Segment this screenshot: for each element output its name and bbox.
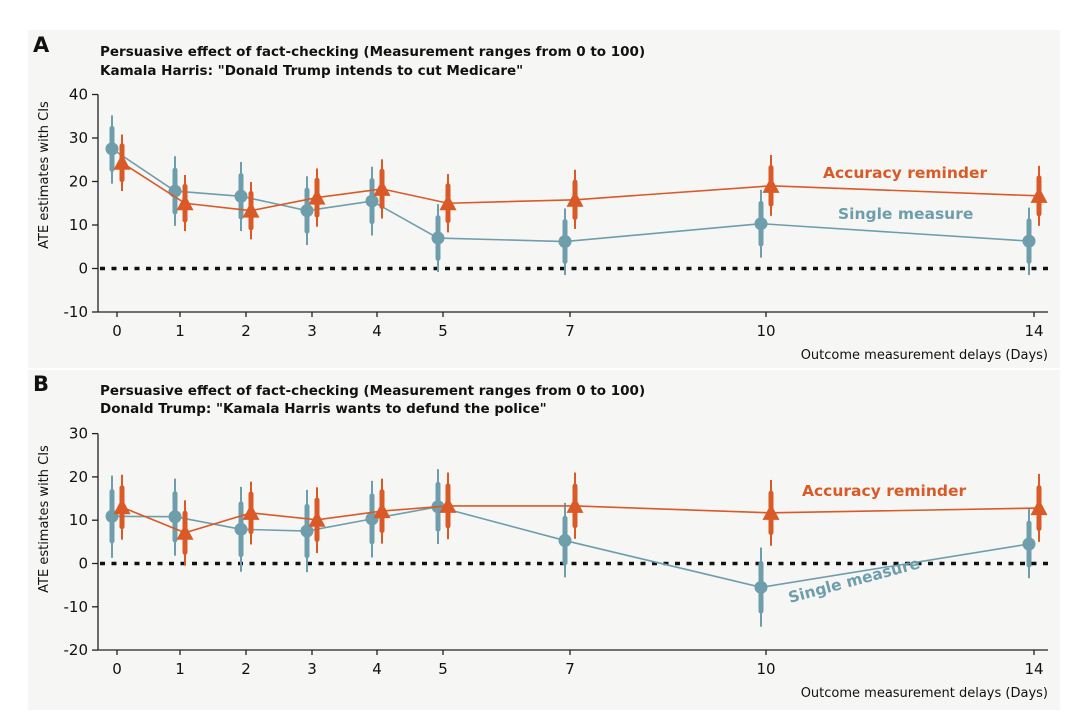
panel-a-accuracy-reminder-point <box>373 179 391 196</box>
panel-a-x-tick-label: 1 <box>175 322 185 340</box>
panel-a-single-measure-point <box>365 194 379 208</box>
panel-a-y-tick-label: -10 <box>64 303 89 321</box>
panel-b-accuracy-reminder-label: Accuracy reminder <box>802 482 966 500</box>
panel-a-accuracy-reminder-point <box>1030 186 1048 203</box>
panel-a-plot: -10 0 10 20 30 40 0 1 2 3 4 5 7 10 14 <box>64 86 1048 340</box>
panel-b-y-tick-label: 30 <box>69 425 88 443</box>
panel-a-accuracy-reminder-point <box>762 176 780 193</box>
panel-b-accuracy-reminder-point <box>308 510 326 527</box>
panel-b-accuracy-reminder-point <box>566 496 584 513</box>
panel-b-accuracy-reminder-point <box>762 503 780 520</box>
panel-a-y-tick-label: 30 <box>69 129 88 147</box>
panel-b-x-tick-label: 14 <box>1024 660 1043 678</box>
panel-b-subtitle: Donald Trump: "Kamala Harris wants to de… <box>100 401 547 417</box>
panel-b-y-axis-title: ATE estimates with CIs <box>37 445 52 593</box>
panel-b-accuracy-reminder-point <box>373 502 391 519</box>
panel-a-x-tick-label: 4 <box>372 322 382 340</box>
panel-b-accuracy-reminder-point <box>1030 499 1048 516</box>
panel-a-title: Persuasive effect of fact-checking (Meas… <box>100 44 645 60</box>
panel-b-y-tick-label: -10 <box>64 598 89 616</box>
panel-b-single-measure-point <box>300 524 314 538</box>
panel-b-x-tick-label: 5 <box>438 660 448 678</box>
panel-a-x-axis-title: Outcome measurement delays (Days) <box>801 348 1048 363</box>
panel-b-background <box>28 370 1060 710</box>
panel-b: B Persuasive effect of fact-checking (Me… <box>28 370 1060 710</box>
panel-a-x-tick-label: 10 <box>756 322 775 340</box>
panel-a-y-axis-title: ATE estimates with CIs <box>37 101 52 249</box>
panel-a-accuracy-reminder-point <box>439 194 457 211</box>
panel-a-x-tick-label: 5 <box>438 322 448 340</box>
panel-a: A Persuasive effect of fact-checking (Me… <box>28 30 1060 368</box>
panel-a-y-tick-label: 40 <box>69 86 88 104</box>
panel-a-single-measure-point <box>1022 234 1036 248</box>
panel-b-single-measure-point <box>558 534 572 548</box>
panel-b-plot: -20 -10 0 10 20 30 0 1 2 3 4 5 7 10 14 <box>64 425 1048 678</box>
panel-b-single-measure-point <box>168 510 182 524</box>
panel-a-single-measure-label: Single measure <box>838 205 973 223</box>
panel-b-letter: B <box>33 372 49 396</box>
panel-b-x-tick-label: 2 <box>241 660 251 678</box>
panel-a-single-measure-point <box>558 235 572 249</box>
panel-a-letter: A <box>33 33 50 57</box>
panel-a-accuracy-reminder-point <box>113 153 131 170</box>
panel-b-y-tick-label: 10 <box>69 511 88 529</box>
panel-b-title: Persuasive effect of fact-checking (Meas… <box>100 383 645 399</box>
panel-b-accuracy-reminder-point <box>242 503 260 520</box>
panel-b-accuracy-reminder-point <box>113 498 131 515</box>
panel-b-accuracy-reminder-point <box>176 523 194 540</box>
panel-b-x-tick-label: 0 <box>112 660 122 678</box>
panel-a-single-measure-point <box>234 189 248 203</box>
panel-b-y-tick-label: 20 <box>69 468 88 486</box>
panel-a-y-tick-label: 0 <box>78 260 88 278</box>
panel-a-x-tick-label: 3 <box>307 322 317 340</box>
panel-a-accuracy-reminder-label: Accuracy reminder <box>823 164 987 182</box>
panel-b-x-axis-title: Outcome measurement delays (Days) <box>801 686 1048 701</box>
panel-a-x-tick-label: 2 <box>241 322 251 340</box>
panel-b-single-measure-point <box>1022 537 1036 551</box>
panel-b-x-tick-label: 10 <box>756 660 775 678</box>
panel-b-y-tick-label: 0 <box>78 555 88 573</box>
panel-b-single-measure-point <box>234 522 248 536</box>
panel-a-accuracy-reminder-point <box>176 194 194 211</box>
panel-b-single-measure-point <box>754 580 768 594</box>
panel-a-x-tick-label: 0 <box>112 322 122 340</box>
panel-a-single-measure-point <box>105 142 119 156</box>
panel-b-x-tick-label: 7 <box>565 660 575 678</box>
panel-a-accuracy-reminder-point <box>242 201 260 218</box>
panel-a-single-measure-point <box>300 204 314 218</box>
panel-a-x-tick-label: 7 <box>565 322 575 340</box>
panel-b-y-tick-label: -20 <box>64 641 89 659</box>
panel-b-x-tick-label: 4 <box>372 660 382 678</box>
panel-b-x-tick-label: 1 <box>175 660 185 678</box>
panel-a-x-tick-label: 14 <box>1024 322 1043 340</box>
panel-a-subtitle: Kamala Harris: "Donald Trump intends to … <box>100 63 523 79</box>
panel-a-single-measure-point <box>754 217 768 231</box>
panel-b-accuracy-reminder-point <box>439 496 457 513</box>
panel-a-single-measure-point <box>431 231 445 245</box>
panel-b-x-tick-label: 3 <box>307 660 317 678</box>
panel-a-y-tick-label: 20 <box>69 173 88 191</box>
panel-a-accuracy-reminder-point <box>308 188 326 205</box>
panel-a-y-tick-label: 10 <box>69 216 88 234</box>
panel-a-single-measure-point <box>168 184 182 198</box>
panel-a-accuracy-reminder-point <box>566 190 584 207</box>
